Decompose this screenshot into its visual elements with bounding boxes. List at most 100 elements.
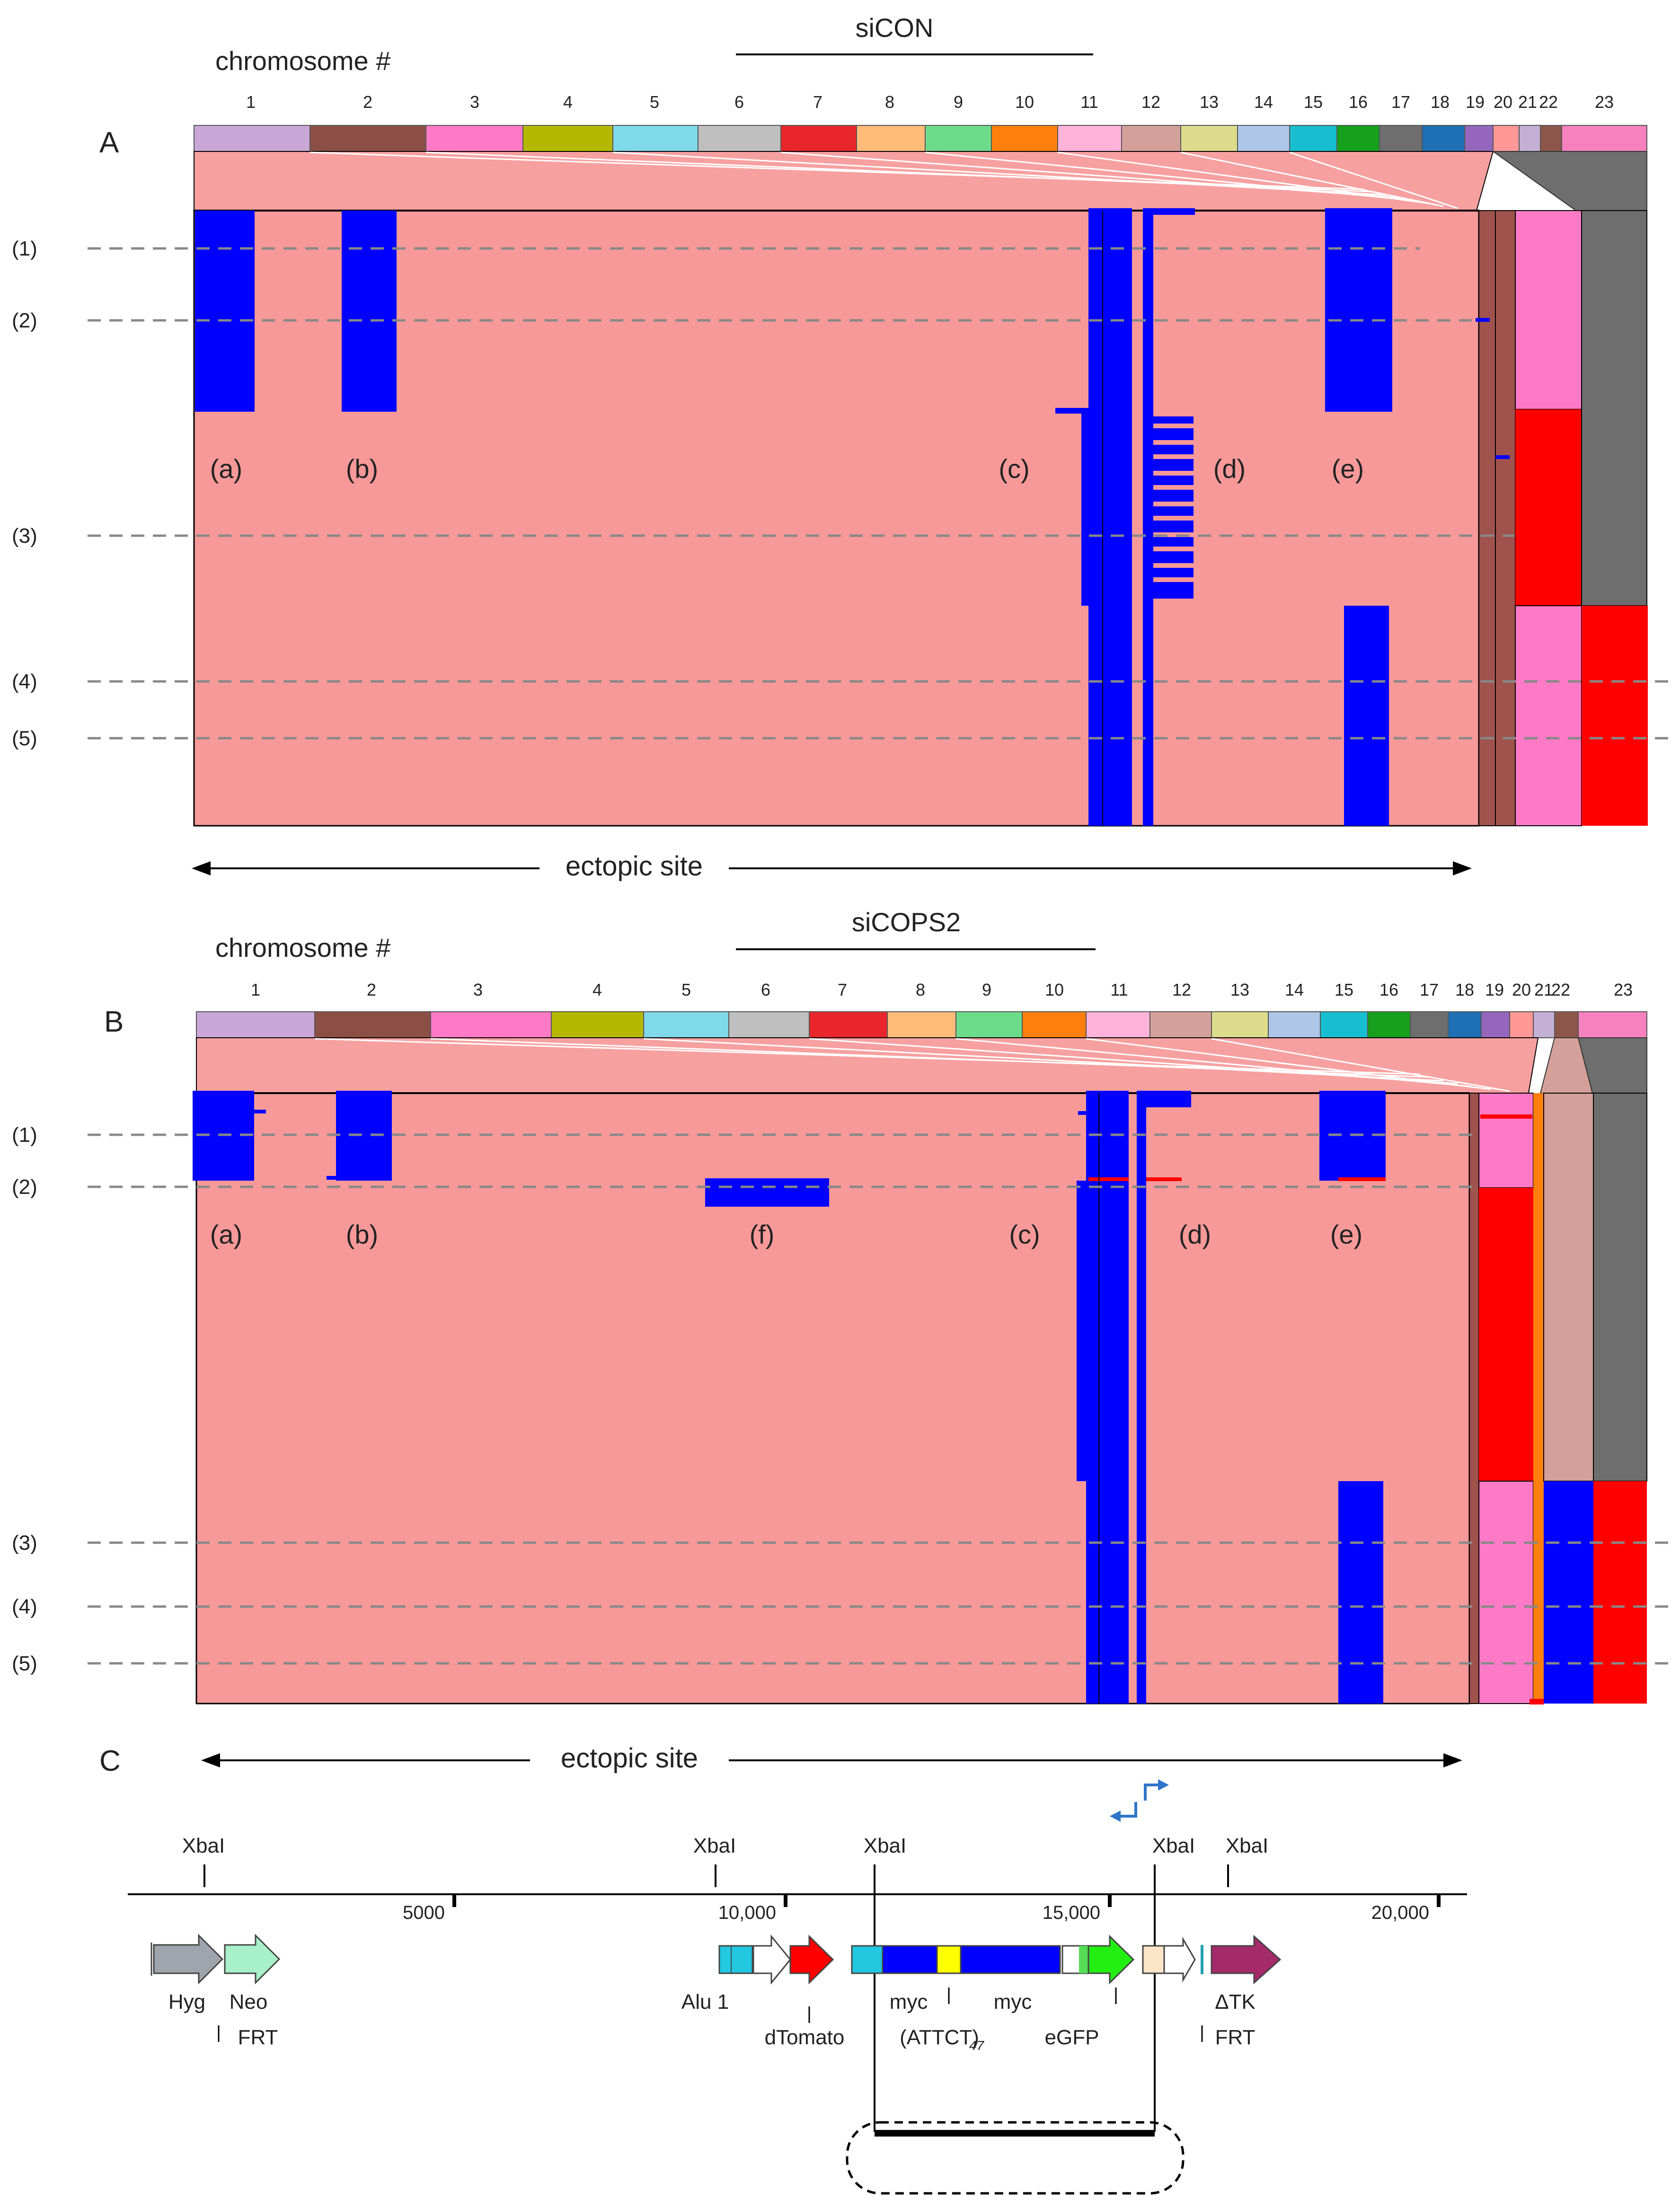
panel-b-condition: siCOPS2 [852, 907, 961, 937]
small-arrow [1163, 1936, 1196, 1983]
chrom-block [522, 125, 613, 152]
panel-b-funnel [196, 1037, 1539, 1094]
chrom-block [1237, 125, 1290, 152]
chrom-number: 20 [1494, 92, 1512, 112]
chrom-number: 8 [916, 980, 925, 999]
xbai-label: XbaI [1152, 1834, 1195, 1857]
block-e-lower [1338, 1481, 1383, 1704]
region-label: (a) [210, 1219, 242, 1249]
chrom-block [1367, 1011, 1411, 1038]
scale-tick-label: 15,000 [1043, 1902, 1100, 1923]
chrom-number: 3 [473, 980, 483, 999]
strip-red [1515, 409, 1582, 606]
myc-block-1 [882, 1945, 938, 1974]
chrom-number: 21 [1534, 980, 1553, 999]
chrom-number: 19 [1485, 980, 1504, 999]
strip-pink [1478, 1093, 1534, 1188]
chrom-block [1422, 125, 1465, 152]
region-label: (c) [999, 454, 1029, 484]
chrom-number: 8 [885, 92, 894, 112]
chrom-block [1320, 1011, 1368, 1038]
chrom-block [698, 125, 781, 152]
region-label: (f) [750, 1219, 775, 1249]
chrom-block [1481, 1011, 1510, 1038]
region-label: (d) [1213, 454, 1246, 484]
element-label: FRT [1215, 2026, 1256, 2049]
chrom-number: 23 [1595, 92, 1614, 112]
row-label: (1) [12, 1123, 37, 1147]
panel-b-region-labels: (a) (b) (f) (c) (d) (e) [210, 1219, 1362, 1249]
chrom-block [1086, 1011, 1150, 1038]
construct-map [150, 1934, 1282, 1985]
chrom-number: 18 [1431, 92, 1450, 112]
row-label: (4) [12, 1595, 37, 1618]
block-d-cap [1143, 208, 1195, 215]
element-label: myc [890, 1990, 928, 2014]
panel-b-ectopic-arrow: ectopic site [201, 1743, 1462, 1774]
chrom-number: 1 [251, 980, 260, 999]
panel-a-chrom-bar [194, 125, 1647, 152]
chrom-number: 10 [1015, 92, 1034, 112]
block-c-extension [1081, 409, 1091, 606]
ectopic-site-label: ectopic site [566, 851, 703, 882]
strip-orange [1533, 1093, 1544, 1704]
panel-a-row-labels: (1) (2) (3) (4) (5) [12, 237, 37, 750]
strip-gray [1581, 210, 1647, 606]
chrom-number: 20 [1512, 980, 1531, 999]
chrom-number: 2 [367, 980, 376, 999]
chrom-block [196, 1011, 315, 1038]
row-label: (3) [12, 524, 37, 548]
strip-brown [1478, 210, 1496, 826]
element-label: Hyg [168, 1990, 205, 2014]
region-label: (d) [1179, 1219, 1211, 1249]
attct-repeat [936, 1945, 962, 1974]
chrom-number: 9 [954, 92, 963, 112]
element-label: ΔTK [1215, 1990, 1256, 2014]
scale-tick-label: 5000 [403, 1902, 445, 1923]
chrom-number: 3 [470, 92, 479, 112]
panel-b-chrom-numbers: 1 2 3 4 5 6 7 8 9 10 11 12 13 14 15 16 1… [251, 980, 1633, 999]
scale-axis: 5000 10,000 15,000 20,000 [128, 1893, 1467, 1923]
chrom-number: 15 [1335, 980, 1353, 999]
primer-arrows-icon [1117, 1784, 1162, 1818]
block-d-bar [1137, 1091, 1146, 1704]
element-label: (ATTCT) [900, 2026, 979, 2049]
chrom-block [1533, 1011, 1555, 1038]
chrom-number: 11 [1110, 980, 1128, 999]
xbai-label: XbaI [1226, 1834, 1269, 1857]
chrom-block [1561, 125, 1647, 152]
chrom-block [1519, 125, 1541, 152]
element-label: myc [994, 1990, 1032, 2014]
row-label: (1) [12, 237, 37, 260]
panel-a-label: A [99, 126, 119, 159]
xbai-label: XbaI [693, 1834, 736, 1857]
scale-tick-label: 20,000 [1371, 1902, 1429, 1923]
element-label: eGFP [1045, 2026, 1099, 2049]
chrom-number: 14 [1285, 980, 1304, 999]
chrom-block [1540, 125, 1562, 152]
chrom-number: 15 [1304, 92, 1323, 112]
chrom-block [430, 1011, 552, 1038]
row-label: (2) [12, 309, 37, 332]
region-label: (b) [346, 1219, 378, 1249]
chrom-number: 16 [1349, 92, 1368, 112]
chrom-block [1410, 1011, 1449, 1038]
block-a-tick [254, 1110, 266, 1113]
delta-tk-arrow [1211, 1934, 1282, 1985]
chrom-number: 7 [813, 92, 822, 112]
panel-c-label: C [99, 1745, 121, 1777]
chrom-block [314, 1011, 431, 1038]
block-c-lower [1088, 606, 1132, 826]
strip-pink [1478, 1481, 1534, 1704]
chrom-number: 23 [1614, 980, 1633, 999]
chrom-block [1336, 125, 1380, 152]
row-label: (5) [12, 1652, 37, 1675]
block-c-upper [1088, 208, 1132, 606]
region-label: (c) [1009, 1219, 1040, 1249]
chrom-block [887, 1011, 956, 1038]
chrom-block [1289, 125, 1337, 152]
row-label: (2) [12, 1175, 37, 1199]
repeat-count-subscript: 47 [969, 2038, 985, 2053]
chrom-number: 1 [246, 92, 256, 112]
